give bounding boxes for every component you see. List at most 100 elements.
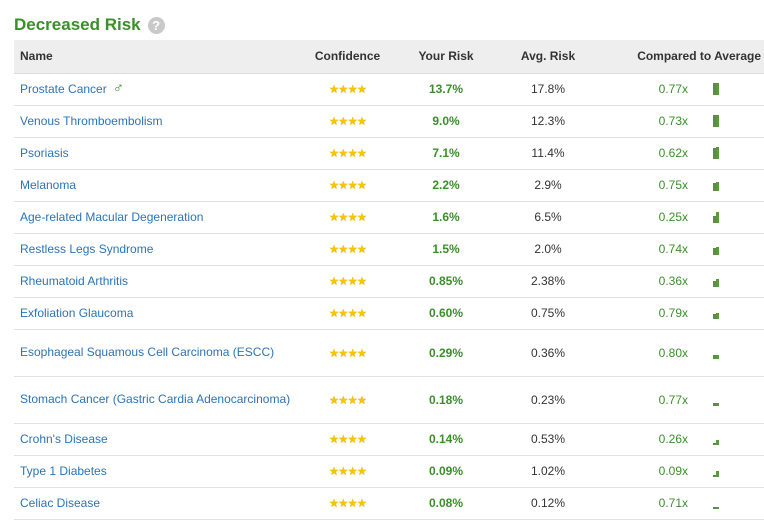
star-rating-icon: ★★★★ [328, 180, 367, 192]
star-rating-icon: ★★★★ [328, 308, 367, 320]
table-row[interactable]: Esophageal Squamous Cell Carcinoma (ESCC… [14, 329, 764, 377]
compared-cell: 0.79x [604, 297, 764, 330]
condition-cell: Crohn's Disease [14, 423, 295, 456]
avg-risk-bar [716, 507, 719, 509]
table-row[interactable]: Exfoliation Glaucoma ★★★★ 0.60% 0.75% 0.79x [14, 297, 764, 330]
column-header-your-risk[interactable]: Your Risk [400, 40, 492, 74]
confidence-cell: ★★★★ [295, 455, 400, 488]
compared-cell: 0.25x [604, 201, 764, 234]
avg-risk-bar [716, 313, 719, 319]
compared-cell: 0.74x [604, 233, 764, 266]
risk-comparison-mark [713, 394, 725, 406]
ratio-value: 0.25x [658, 210, 688, 224]
ratio-value: 0.36x [658, 274, 688, 288]
condition-link[interactable]: Melanoma [20, 177, 77, 192]
table-row[interactable]: Venous Thromboembolism ★★★★ 9.0% 12.3% 0.73x [14, 105, 764, 138]
condition-link[interactable]: Exfoliation Glaucoma [20, 305, 134, 320]
compared-cell: 0.77x [604, 376, 764, 424]
condition-link[interactable]: Crohn's Disease [20, 431, 108, 446]
confidence-cell: ★★★★ [295, 201, 400, 234]
confidence-cell: ★★★★ [295, 265, 400, 298]
your-risk-bar [713, 183, 716, 191]
compared-cell: 0.77x [604, 73, 764, 106]
table-row[interactable]: Psoriasis ★★★★ 7.1% 11.4% 0.62x [14, 137, 764, 170]
condition-link[interactable]: Prostate Cancer [20, 82, 107, 96]
condition-link[interactable]: Restless Legs Syndrome [20, 241, 154, 256]
confidence-cell: ★★★★ [295, 233, 400, 266]
table-row[interactable]: Age-related Macular Degeneration ★★★★ 1.6%… [14, 201, 764, 234]
condition-link[interactable]: Rheumatoid Arthritis [20, 273, 129, 288]
confidence-cell: ★★★★ [295, 73, 400, 106]
help-icon[interactable]: ? [147, 16, 165, 34]
risk-comparison-mark [713, 243, 725, 255]
your-risk-bar [713, 402, 716, 406]
risk-comparison-mark [713, 347, 725, 359]
risk-comparison-mark [713, 275, 725, 287]
decreased-risk-table: Name Confidence Your Risk Avg. Risk Comp… [14, 40, 764, 520]
confidence-cell: ★★★★ [295, 105, 400, 138]
confidence-cell: ★★★★ [295, 169, 400, 202]
star-rating-icon: ★★★★ [328, 116, 367, 128]
compared-cell: 0.75x [604, 169, 764, 202]
column-header-name[interactable]: Name [14, 40, 295, 74]
star-rating-icon: ★★★★ [328, 148, 367, 160]
condition-cell: Restless Legs Syndrome [14, 233, 295, 266]
condition-link[interactable]: Type 1 Diabetes [20, 463, 107, 478]
table-row[interactable]: Type 1 Diabetes ★★★★ 0.09% 1.02% 0.09x [14, 455, 764, 488]
ratio-value: 0.74x [658, 242, 688, 256]
table-row[interactable]: Celiac Disease ★★★★ 0.08% 0.12% 0.71x [14, 487, 764, 520]
avg-risk-bar [716, 247, 719, 255]
your-risk-value: 0.14% [400, 423, 492, 456]
avg-risk-bar [716, 147, 719, 159]
avg-risk-bar [716, 182, 719, 191]
table-row[interactable]: Melanoma ★★★★ 2.2% 2.9% 0.75x [14, 169, 764, 202]
male-symbol-icon: ♂ [112, 80, 124, 97]
section-title: Decreased Risk [14, 15, 141, 34]
table-row[interactable]: Stomach Cancer (Gastric Cardia Adenocarc… [14, 376, 764, 424]
avg-risk-value: 12.3% [492, 105, 604, 138]
condition-link[interactable]: Stomach Cancer (Gastric Cardia Adenocarc… [20, 392, 291, 406]
ratio-value: 0.79x [658, 306, 688, 320]
condition-cell: Melanoma [14, 169, 295, 202]
confidence-cell: ★★★★ [295, 137, 400, 170]
confidence-cell: ★★★★ [295, 297, 400, 330]
risk-comparison-mark [713, 179, 725, 191]
ratio-value: 0.77x [658, 392, 688, 407]
condition-link[interactable]: Psoriasis [20, 145, 69, 160]
condition-link[interactable]: Venous Thromboembolism [20, 113, 163, 128]
risk-comparison-mark [713, 147, 725, 159]
avg-risk-value: 0.12% [492, 487, 604, 520]
star-rating-icon: ★★★★ [328, 394, 367, 407]
your-risk-bar [713, 115, 716, 127]
condition-link[interactable]: Age-related Macular Degeneration [20, 209, 204, 224]
table-row[interactable]: Crohn's Disease ★★★★ 0.14% 0.53% 0.26x [14, 423, 764, 456]
avg-risk-value: 17.8% [492, 73, 604, 106]
star-rating-icon: ★★★★ [328, 498, 367, 510]
table-row[interactable]: Rheumatoid Arthritis ★★★★ 0.85% 2.38% 0.36x [14, 265, 764, 298]
column-header-compared[interactable]: Compared to Average [604, 40, 764, 74]
condition-link[interactable]: Esophageal Squamous Cell Carcinoma (ESCC… [20, 345, 275, 359]
condition-cell: Celiac Disease [14, 487, 295, 520]
ratio-value: 0.75x [658, 178, 688, 192]
column-header-avg-risk[interactable]: Avg. Risk [492, 40, 604, 74]
confidence-cell: ★★★★ [295, 376, 400, 424]
column-header-confidence[interactable]: Confidence [295, 40, 400, 74]
your-risk-value: 0.09% [400, 455, 492, 488]
avg-risk-bar [716, 83, 719, 95]
compared-cell: 0.09x [604, 455, 764, 488]
condition-link[interactable]: Celiac Disease [20, 495, 101, 510]
table-row[interactable]: Prostate Cancer ♂ ★★★★ 13.7% 17.8% 0.77x [14, 73, 764, 106]
avg-risk-value: 1.02% [492, 455, 604, 488]
star-rating-icon: ★★★★ [328, 276, 367, 288]
ratio-value: 0.77x [658, 82, 688, 96]
star-rating-icon: ★★★★ [328, 434, 367, 446]
table-row[interactable]: Restless Legs Syndrome ★★★★ 1.5% 2.0% 0.74x [14, 233, 764, 266]
avg-risk-bar [716, 115, 719, 127]
avg-risk-bar [716, 402, 719, 406]
condition-cell: Esophageal Squamous Cell Carcinoma (ESCC… [14, 329, 295, 377]
avg-risk-value: 0.23% [492, 376, 604, 424]
your-risk-bar [713, 354, 716, 359]
avg-risk-value: 0.75% [492, 297, 604, 330]
your-risk-value: 13.7% [400, 73, 492, 106]
avg-risk-bar [716, 354, 719, 359]
